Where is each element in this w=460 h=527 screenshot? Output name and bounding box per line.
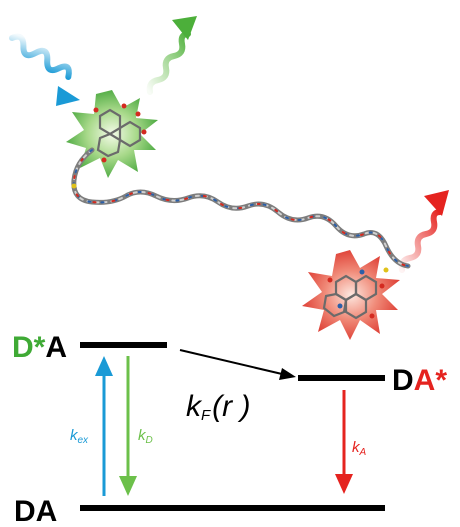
acceptor-decay-arrow <box>335 390 353 494</box>
donor-excited-label: D*A <box>12 331 67 364</box>
excitation-photon-icon <box>9 33 80 106</box>
excitation-arrow <box>95 356 113 496</box>
k-f-label: kF(r ) <box>186 390 250 424</box>
k-d-label: kD <box>138 427 153 446</box>
donor-emission-photon-icon <box>146 16 197 95</box>
k-ex-label: kex <box>70 427 89 446</box>
acceptor-emission-photon-icon <box>398 190 449 273</box>
acceptor-burst-icon <box>302 250 400 340</box>
donor-decay-arrow <box>119 356 137 496</box>
molecule-linker-icon <box>71 103 411 320</box>
fret-transfer-arrow <box>179 349 296 380</box>
k-a-label: kA <box>352 439 367 458</box>
acceptor-excited-label: DA* <box>392 364 447 397</box>
ground-state-label: DA <box>14 495 57 522</box>
